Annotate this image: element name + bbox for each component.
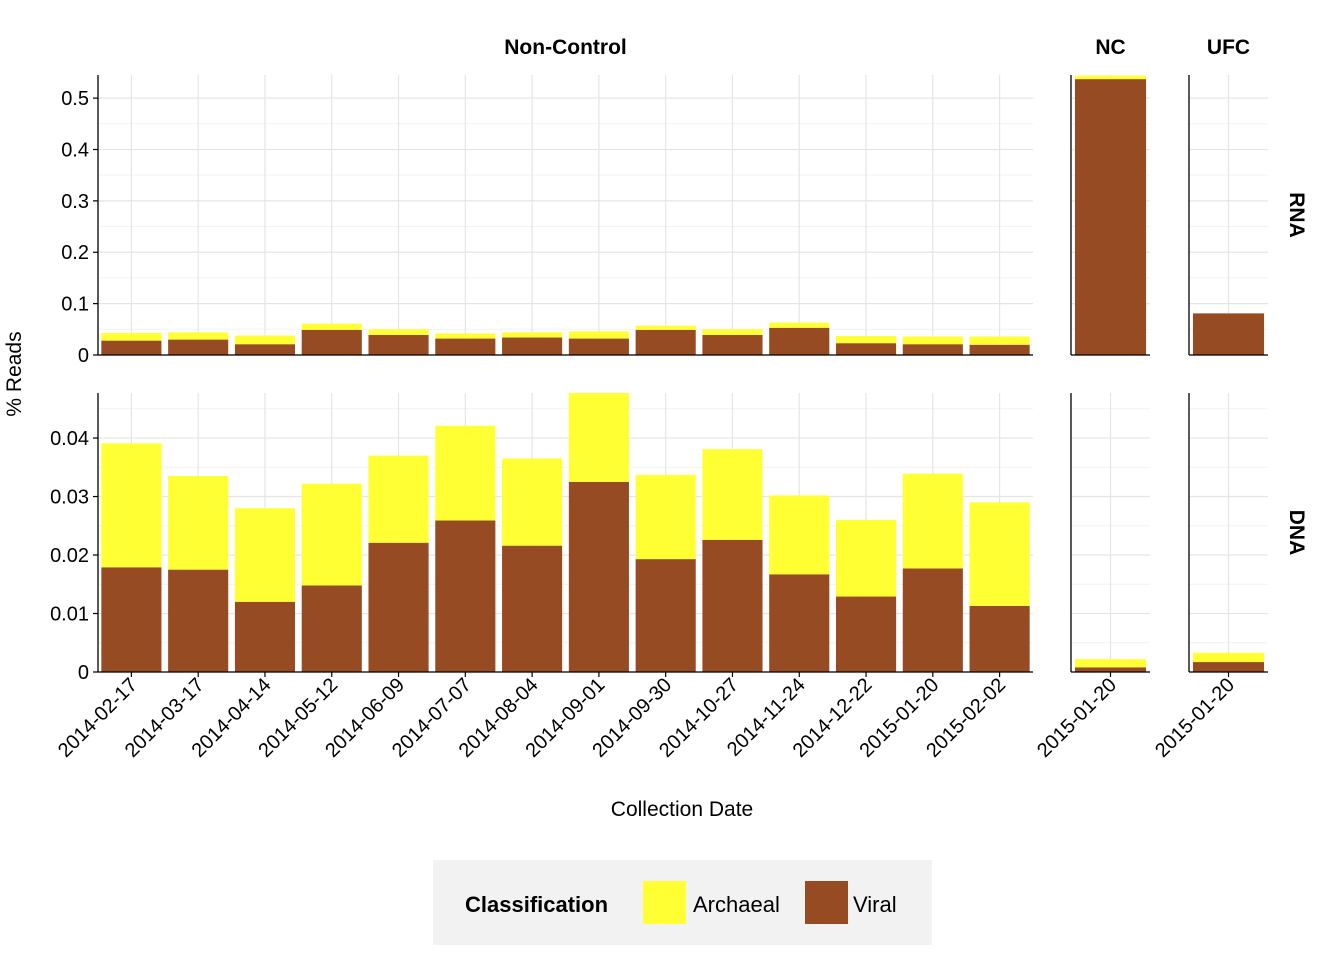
bar-rna-non-control-2014-05-12-archaeal xyxy=(301,323,362,330)
bar-rna-non-control-2014-08-04-viral xyxy=(502,337,563,355)
bar-rna-non-control-2015-02-02-viral xyxy=(969,344,1030,355)
bar-dna-non-control-2014-03-17-viral xyxy=(168,569,229,672)
bar-dna-non-control-2014-08-04-viral xyxy=(502,545,563,672)
y-tick-label-dna-1: 0.01 xyxy=(50,604,89,626)
bar-dna-non-control-2014-10-27-viral xyxy=(702,539,763,672)
bar-dna-non-control-2014-09-01-archaeal xyxy=(568,393,629,482)
bar-dna-non-control-2014-06-09-archaeal xyxy=(368,455,429,543)
bar-layer xyxy=(101,75,1265,672)
bar-rna-non-control-2014-09-30-viral xyxy=(635,329,696,355)
y-tick-label-rna-4: 0.4 xyxy=(61,139,89,161)
bar-dna-non-control-2014-12-22-viral xyxy=(835,596,897,672)
bar-rna-nc-2015-01-20-viral xyxy=(1074,79,1147,355)
bar-dna-non-control-2014-12-22-archaeal xyxy=(835,519,897,597)
bar-dna-non-control-2014-07-07-archaeal xyxy=(435,425,496,521)
bar-rna-non-control-2014-12-22-viral xyxy=(835,343,897,355)
x-tick-label-ufc-2015-01-20: 2015-01-20 xyxy=(1151,674,1239,762)
y-axis-title: % Reads xyxy=(3,331,26,416)
y-tick-label-rna-1: 0.1 xyxy=(61,294,89,316)
bar-rna-nc-2015-01-20-archaeal xyxy=(1074,75,1147,80)
bar-dna-non-control-2014-11-24-archaeal xyxy=(769,495,830,575)
axis-layer xyxy=(93,75,1268,677)
y-tick-label-dna-3: 0.03 xyxy=(50,487,89,509)
y-tick-label-dna-2: 0.02 xyxy=(50,545,89,567)
bar-rna-non-control-2014-09-01-viral xyxy=(568,338,629,355)
bar-rna-non-control-2014-11-24-viral xyxy=(769,327,830,355)
bar-rna-non-control-2014-04-14-archaeal xyxy=(234,335,296,345)
y-tick-label-rna-0: 0 xyxy=(78,345,89,367)
legend-title: Classification xyxy=(465,892,608,917)
bar-rna-non-control-2014-07-07-viral xyxy=(435,338,496,355)
strip-label-nc: NC xyxy=(1095,36,1125,59)
strip-label-ufc: UFC xyxy=(1207,36,1250,59)
legend: Classification Archaeal Viral xyxy=(433,860,932,945)
bar-rna-non-control-2015-01-20-archaeal xyxy=(902,336,963,345)
y-tick-label-rna-5: 0.5 xyxy=(61,88,89,110)
bar-rna-non-control-2014-07-07-archaeal xyxy=(435,333,496,339)
bar-dna-non-control-2014-11-24-viral xyxy=(769,574,830,672)
bar-dna-non-control-2014-09-30-viral xyxy=(635,559,696,672)
bar-dna-non-control-2014-05-12-viral xyxy=(301,585,362,672)
bar-rna-non-control-2014-12-22-archaeal xyxy=(835,335,897,344)
bar-dna-ufc-2015-01-20-archaeal xyxy=(1192,652,1265,663)
bar-rna-non-control-2014-09-30-archaeal xyxy=(635,325,696,330)
bar-rna-non-control-2014-06-09-viral xyxy=(368,334,429,355)
bar-dna-non-control-2014-02-17-viral xyxy=(101,567,162,672)
bar-rna-non-control-2014-09-01-archaeal xyxy=(568,331,629,339)
y-tick-label-dna-4: 0.04 xyxy=(50,428,89,450)
bar-rna-non-control-2014-06-09-archaeal xyxy=(368,329,429,335)
legend-label-archaeal: Archaeal xyxy=(693,892,780,917)
bar-rna-non-control-2014-03-17-archaeal xyxy=(168,332,229,340)
bar-rna-non-control-2014-02-17-archaeal xyxy=(101,332,162,341)
bar-dna-non-control-2014-10-27-archaeal xyxy=(702,449,763,540)
bar-rna-non-control-2015-02-02-archaeal xyxy=(969,336,1030,345)
bar-rna-non-control-2014-03-17-viral xyxy=(168,339,229,355)
bar-rna-non-control-2014-04-14-viral xyxy=(234,344,296,355)
strip-label-dna: DNA xyxy=(1285,510,1308,556)
bar-dna-non-control-2014-07-07-viral xyxy=(435,520,496,672)
bar-dna-nc-2015-01-20-viral xyxy=(1074,667,1147,672)
bar-dna-non-control-2015-02-02-viral xyxy=(969,605,1030,672)
bar-rna-non-control-2014-02-17-viral xyxy=(101,340,162,355)
bar-rna-non-control-2014-10-27-archaeal xyxy=(702,329,763,335)
bar-dna-non-control-2014-04-14-archaeal xyxy=(234,508,296,602)
x-tick-label-nc-2015-01-20: 2015-01-20 xyxy=(1033,674,1121,762)
bar-rna-non-control-2014-10-27-viral xyxy=(702,334,763,355)
y-tick-label-rna-3: 0.3 xyxy=(61,191,89,213)
bar-dna-non-control-2014-09-30-archaeal xyxy=(635,474,696,560)
bar-rna-non-control-2014-08-04-archaeal xyxy=(502,332,563,338)
bar-dna-non-control-2015-02-02-archaeal xyxy=(969,502,1030,606)
bar-dna-non-control-2014-05-12-archaeal xyxy=(301,483,362,586)
bar-dna-non-control-2014-08-04-archaeal xyxy=(502,458,563,546)
strip-label-rna: RNA xyxy=(1285,192,1308,238)
bar-rna-non-control-2015-01-20-viral xyxy=(902,344,963,355)
x-axis-title: Collection Date xyxy=(611,798,753,821)
bar-dna-non-control-2015-01-20-archaeal xyxy=(902,473,963,569)
y-tick-label-rna-2: 0.2 xyxy=(61,242,89,264)
bar-dna-non-control-2014-09-01-viral xyxy=(568,481,629,672)
bar-dna-non-control-2014-03-17-archaeal xyxy=(168,476,229,570)
bar-dna-nc-2015-01-20-archaeal xyxy=(1074,659,1147,668)
bar-dna-non-control-2014-02-17-archaeal xyxy=(101,443,162,568)
bar-dna-non-control-2014-04-14-viral xyxy=(234,601,296,672)
bar-rna-ufc-2015-01-20-viral xyxy=(1192,313,1265,355)
legend-swatch-viral xyxy=(805,881,848,924)
bar-dna-ufc-2015-01-20-viral xyxy=(1192,662,1265,672)
legend-label-viral: Viral xyxy=(853,892,897,917)
bar-rna-non-control-2014-11-24-archaeal xyxy=(769,322,830,328)
bar-dna-non-control-2014-06-09-viral xyxy=(368,542,429,672)
legend-swatch-archaeal xyxy=(643,881,686,924)
y-tick-label-dna-0: 0 xyxy=(78,662,89,684)
strip-label-non-control: Non-Control xyxy=(504,36,626,59)
bar-rna-non-control-2014-05-12-viral xyxy=(301,329,362,355)
bar-dna-non-control-2015-01-20-viral xyxy=(902,568,963,672)
